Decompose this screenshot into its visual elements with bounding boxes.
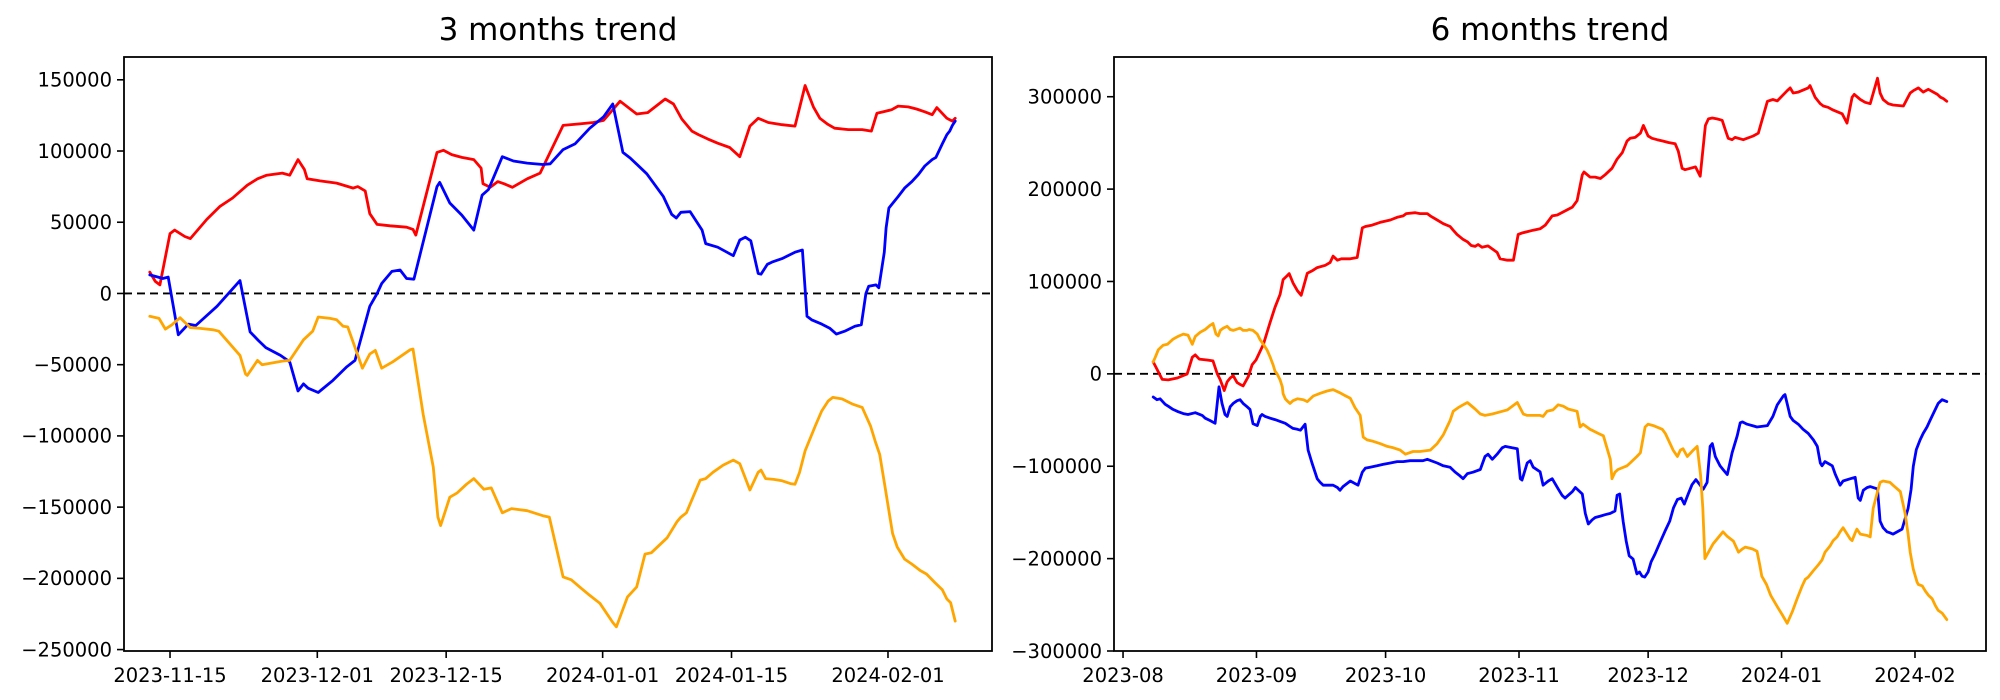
chart-title-3-months-trend: 3 months trend bbox=[438, 12, 678, 48]
y-axis-tick-label: −100000 bbox=[21, 425, 112, 448]
x-axis-tick-label: 2023-12 bbox=[1607, 664, 1688, 687]
series-line-red bbox=[148, 84, 957, 287]
series-line-blue bbox=[148, 102, 957, 394]
x-axis-tick-label: 2023-12-01 bbox=[261, 664, 374, 687]
y-axis-tick-label: −200000 bbox=[21, 567, 112, 590]
x-axis-tick-label: 2023-11-15 bbox=[113, 664, 226, 687]
plot-border bbox=[1113, 56, 1987, 652]
x-axis-tick-label: 2023-09 bbox=[1216, 664, 1297, 687]
y-axis-tick-label: 0 bbox=[100, 282, 112, 305]
y-axis-tick-label: 100000 bbox=[38, 140, 112, 163]
y-axis-tick-label: 0 bbox=[1090, 363, 1102, 386]
x-axis-tick-label: 2023-12-15 bbox=[389, 664, 502, 687]
y-axis-tick-label: −150000 bbox=[21, 496, 112, 519]
series-line-red bbox=[1151, 76, 1949, 392]
x-axis-tick-label: 2024-01-01 bbox=[546, 664, 659, 687]
y-axis-tick-label: −250000 bbox=[21, 638, 112, 661]
y-axis-tick-label: 50000 bbox=[50, 211, 112, 234]
chart-title-6-months-trend: 6 months trend bbox=[1430, 12, 1670, 48]
axes-left: 150000 100000 50000 0 −50000 −100000 −150000 −2… bbox=[21, 56, 993, 687]
series-line-orange bbox=[148, 314, 957, 629]
x-axis-tick-label: 2023-10 bbox=[1345, 664, 1426, 687]
y-axis-tick-label: 100000 bbox=[1028, 270, 1102, 293]
y-axis-tick-label: 200000 bbox=[1028, 178, 1102, 201]
x-axis-tick-label: 2023-11 bbox=[1478, 664, 1559, 687]
axes-right: 300000 200000 100000 0 −100000 −200000 −300000… bbox=[1011, 56, 1987, 687]
x-axis-tick-label: 2023-08 bbox=[1082, 664, 1163, 687]
series-line-blue bbox=[1151, 385, 1949, 579]
y-axis-tick-label: −50000 bbox=[34, 354, 112, 377]
y-axis-tick-label: 150000 bbox=[38, 69, 112, 92]
y-axis-tick-label: −300000 bbox=[1011, 640, 1102, 663]
y-axis-tick-label: −100000 bbox=[1011, 455, 1102, 478]
x-axis-tick-label: 2024-01 bbox=[1741, 664, 1822, 687]
x-axis-tick-label: 2024-02 bbox=[1874, 664, 1955, 687]
x-axis-tick-label: 2024-01-15 bbox=[675, 664, 788, 687]
plot-border bbox=[123, 56, 993, 652]
x-axis-tick-label: 2024-02-01 bbox=[831, 664, 944, 687]
y-axis-tick-label: 300000 bbox=[1028, 86, 1102, 109]
y-axis-tick-label: −200000 bbox=[1011, 547, 1102, 570]
series-line-orange bbox=[1151, 322, 1949, 625]
